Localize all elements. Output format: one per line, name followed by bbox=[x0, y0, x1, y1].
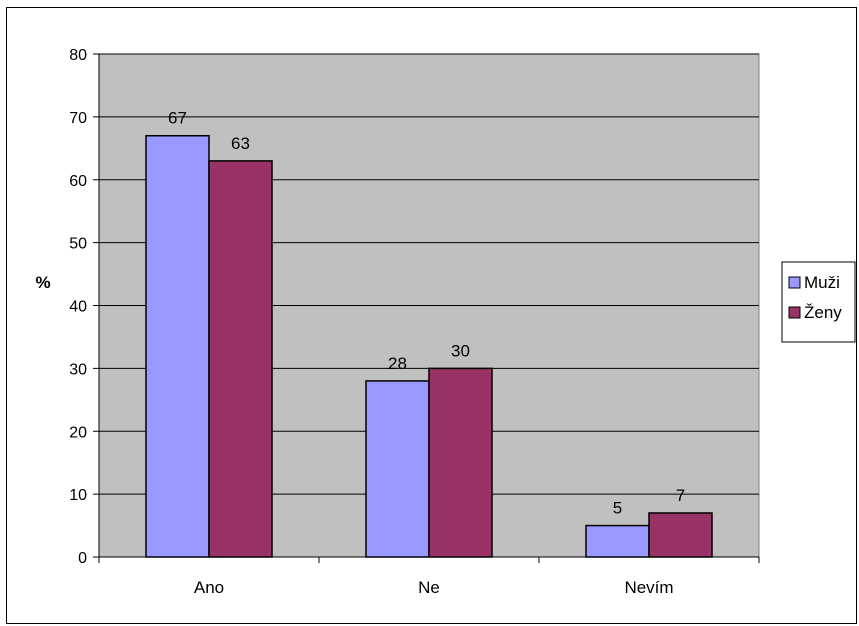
y-axis-label: % bbox=[35, 273, 50, 292]
data-label-ženy-ne: 30 bbox=[451, 341, 470, 360]
data-label-ženy-ano: 63 bbox=[231, 134, 250, 153]
bar-muži-ano bbox=[145, 134, 210, 558]
x-tick-label-nevím: Nevím bbox=[624, 578, 673, 597]
data-label-muži-ne: 28 bbox=[388, 354, 407, 373]
bar-ženy-ano bbox=[208, 160, 273, 558]
x-tick-label-ne: Ne bbox=[418, 578, 440, 597]
y-tick-label-10: 10 bbox=[69, 487, 87, 504]
legend-box bbox=[781, 261, 856, 343]
y-tick-label-80: 80 bbox=[69, 47, 87, 64]
bar-muži-nevím bbox=[585, 524, 650, 558]
data-label-ženy-nevím: 7 bbox=[676, 486, 685, 505]
legend-swatch-ženy bbox=[788, 306, 801, 319]
y-tick-label-0: 0 bbox=[78, 550, 87, 567]
data-label-muži-ano: 67 bbox=[168, 109, 187, 128]
legend-label-muži: Muži bbox=[804, 273, 840, 292]
bar-muži-ne bbox=[365, 380, 430, 558]
legend-label-ženy: Ženy bbox=[804, 303, 842, 322]
y-tick-label-50: 50 bbox=[69, 236, 87, 253]
y-tick-label-30: 30 bbox=[69, 361, 87, 378]
legend-swatch-muži bbox=[788, 276, 801, 289]
y-tick-label-60: 60 bbox=[69, 173, 87, 190]
bar-ženy-ne bbox=[428, 367, 493, 558]
y-tick-label-40: 40 bbox=[69, 299, 87, 316]
x-tick-label-ano: Ano bbox=[194, 578, 224, 597]
y-tick-label-20: 20 bbox=[69, 424, 87, 441]
bar-ženy-nevím bbox=[648, 512, 713, 558]
y-tick-label-70: 70 bbox=[69, 110, 87, 127]
data-label-muži-nevím: 5 bbox=[613, 499, 622, 518]
